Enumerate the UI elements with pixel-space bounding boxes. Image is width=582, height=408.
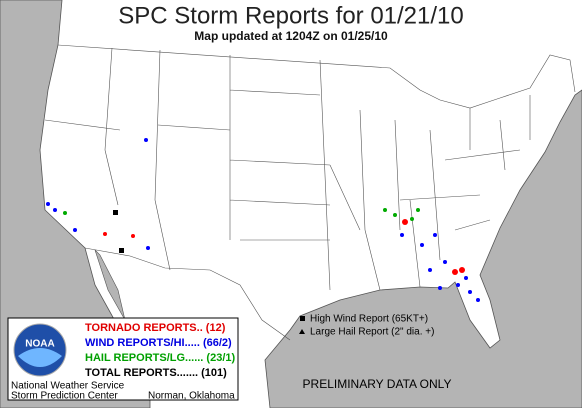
location: Norman, Oklahoma xyxy=(148,391,235,402)
state-lines xyxy=(44,47,531,291)
noaa-logo-wave xyxy=(18,348,62,367)
report-markers xyxy=(46,138,480,302)
high-wind-report xyxy=(113,210,118,215)
wind-report xyxy=(400,233,404,237)
wind-report xyxy=(73,228,77,232)
title: SPC Storm Reports for 01/21/10 xyxy=(118,2,464,29)
high-wind-key: High Wind Report (65KT+) xyxy=(310,314,428,325)
agency: National Weather Service xyxy=(11,381,125,392)
total-legend: TOTAL REPORTS....... (101) xyxy=(85,367,227,379)
tornado-report xyxy=(103,232,107,236)
hail-report xyxy=(416,208,420,212)
southern-border xyxy=(84,247,291,341)
hail-report xyxy=(383,208,387,212)
tornado-report xyxy=(131,234,135,238)
hail-report xyxy=(410,217,414,221)
high-wind-report xyxy=(119,248,124,253)
large-hail-key: Large Hail Report (2" dia. +) xyxy=(310,327,434,338)
wind-report xyxy=(476,298,480,302)
high-wind-symbol xyxy=(300,316,305,321)
hail-report xyxy=(63,211,67,215)
subtitle: Map updated at 1204Z on 01/25/10 xyxy=(194,29,388,43)
tornado-report xyxy=(452,269,458,275)
tornado-report xyxy=(459,267,465,273)
tornado-report xyxy=(402,219,408,225)
wind-report xyxy=(433,233,437,237)
hail-legend: HAIL REPORTS/LG...... (23/1) xyxy=(85,352,235,364)
wind-report xyxy=(468,290,472,294)
gulf-atlantic xyxy=(264,89,582,408)
noaa-logo-text: NOAA xyxy=(25,339,54,350)
wind-report xyxy=(144,138,148,142)
northern-border xyxy=(57,44,576,109)
wind-report xyxy=(438,286,442,290)
wind-report xyxy=(428,268,432,272)
gulf-of-california xyxy=(94,249,126,321)
wind-report xyxy=(464,276,468,280)
wind-report xyxy=(146,246,150,250)
hail-report xyxy=(393,213,397,217)
wind-report xyxy=(46,202,50,206)
center: Storm Prediction Center xyxy=(11,391,118,402)
wind-legend: WIND REPORTS/HI..... (66/2) xyxy=(85,337,232,349)
wind-report xyxy=(53,208,57,212)
large-hail-symbol xyxy=(299,329,305,334)
wind-report xyxy=(443,260,447,264)
tornado-legend: TORNADO REPORTS.. (12) xyxy=(85,322,226,334)
wind-report xyxy=(456,283,460,287)
preliminary-notice: PRELIMINARY DATA ONLY xyxy=(303,377,452,391)
wind-report xyxy=(420,243,424,247)
